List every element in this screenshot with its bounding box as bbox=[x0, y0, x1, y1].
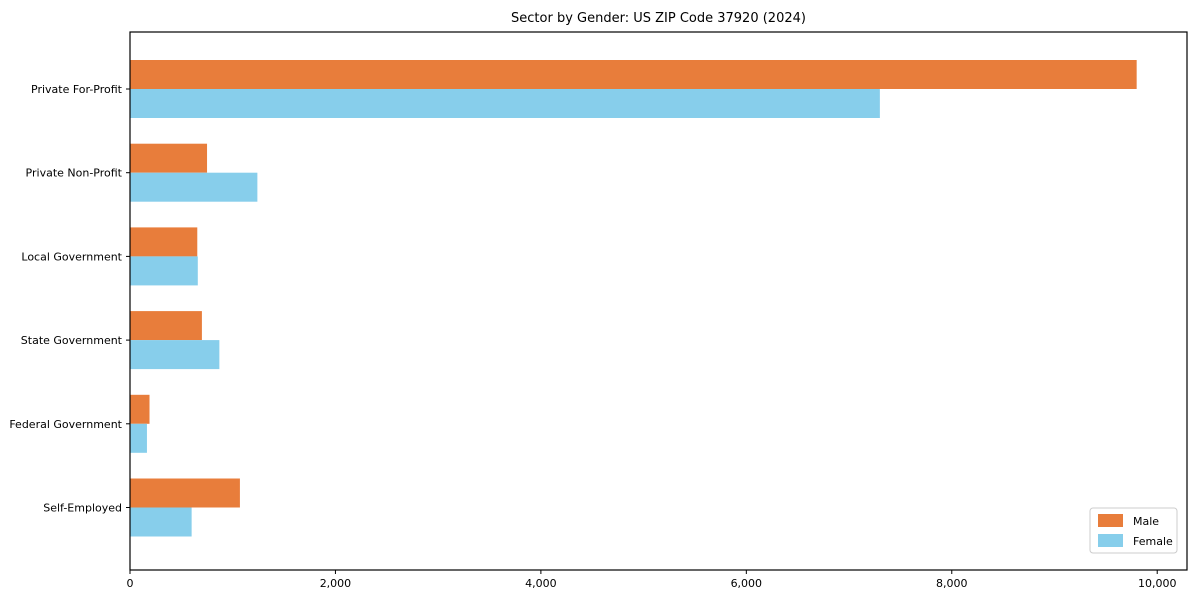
bar-male-state-government bbox=[130, 311, 202, 341]
bar-female-self-employed bbox=[130, 507, 192, 537]
x-tick-label-0: 0 bbox=[127, 577, 134, 590]
x-tick-label-4-000: 4,000 bbox=[525, 577, 557, 590]
y-tick-label-private-for-profit: Private For-Profit bbox=[31, 83, 123, 96]
y-tick-label-local-government: Local Government bbox=[21, 250, 122, 263]
x-tick-label-2-000: 2,000 bbox=[320, 577, 352, 590]
bar-male-local-government bbox=[130, 227, 198, 257]
x-tick-label-8-000: 8,000 bbox=[936, 577, 968, 590]
legend-swatch-male bbox=[1098, 514, 1123, 527]
legend-label-male: Male bbox=[1133, 515, 1159, 528]
bar-male-private-for-profit bbox=[130, 60, 1137, 89]
bar-female-private-non-profit bbox=[130, 172, 258, 202]
legend-swatch-female bbox=[1098, 534, 1123, 547]
bar-female-local-government bbox=[130, 256, 198, 286]
plot-border bbox=[129, 31, 1188, 571]
legend-label-female: Female bbox=[1133, 535, 1173, 548]
bar-female-state-government bbox=[130, 340, 220, 370]
y-tick-label-federal-government: Federal Government bbox=[9, 418, 122, 431]
y-tick-label-private-non-profit: Private Non-Profit bbox=[26, 167, 123, 180]
bar-female-federal-government bbox=[130, 423, 147, 453]
chart-title: Sector by Gender: US ZIP Code 37920 (202… bbox=[511, 11, 806, 26]
y-tick-label-self-employed: Self-Employed bbox=[43, 502, 122, 515]
bar-male-private-non-profit bbox=[130, 143, 208, 173]
bar-male-federal-government bbox=[130, 394, 150, 424]
bar-female-private-for-profit bbox=[130, 89, 880, 118]
bar-male-self-employed bbox=[130, 478, 240, 508]
x-tick-label-10-000: 10,000 bbox=[1138, 577, 1177, 590]
x-tick-label-6-000: 6,000 bbox=[731, 577, 763, 590]
y-tick-label-state-government: State Government bbox=[21, 334, 123, 347]
